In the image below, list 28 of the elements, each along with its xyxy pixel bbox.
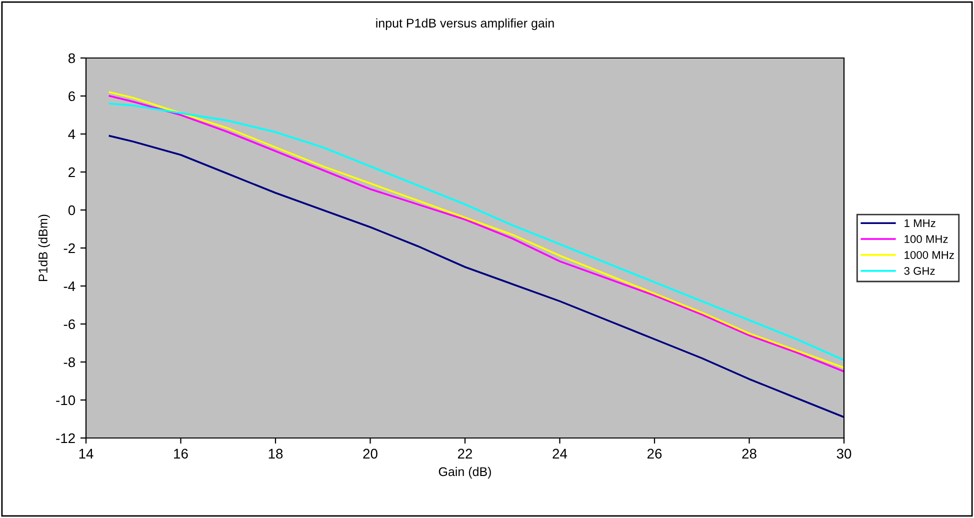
x-tick-label: 30 (836, 448, 852, 459)
y-tick-label: 8 (68, 53, 75, 64)
x-tick-label: 28 (742, 448, 756, 459)
y-tick-label: -12 (56, 433, 75, 444)
x-axis-title: Gain (dB) (438, 466, 491, 479)
legend-label: 3 GHz (904, 266, 935, 275)
y-tick-label: -4 (64, 281, 76, 292)
legend-label: 1000 MHz (904, 251, 954, 259)
x-tick-label: 14 (79, 448, 94, 458)
y-tick-label: 2 (68, 167, 75, 178)
x-tick-label: 20 (363, 448, 378, 459)
y-tick-label: 6 (68, 91, 75, 102)
line-series (108, 134, 844, 418)
x-tick-label: 16 (174, 448, 188, 459)
x-tick-label: 18 (268, 448, 283, 459)
y-tick-label: -10 (56, 395, 76, 406)
y-tick-label: -6 (64, 319, 75, 330)
chart-title: input P1dB versus amplifier gain (376, 18, 554, 30)
x-tick-label: 26 (647, 448, 662, 459)
y-tick-label: -8 (64, 357, 75, 368)
y-tick-label: 4 (68, 129, 76, 140)
y-tick-label: 0 (68, 205, 76, 216)
legend-label: 1 MHz (904, 219, 936, 228)
y-tick-label: -2 (64, 243, 75, 254)
y-axis-title: P1dB (dBm) (38, 214, 50, 282)
legend-label: 100 MHz (904, 235, 948, 244)
x-tick-label: 22 (458, 448, 472, 458)
x-tick-label: 24 (552, 448, 568, 458)
